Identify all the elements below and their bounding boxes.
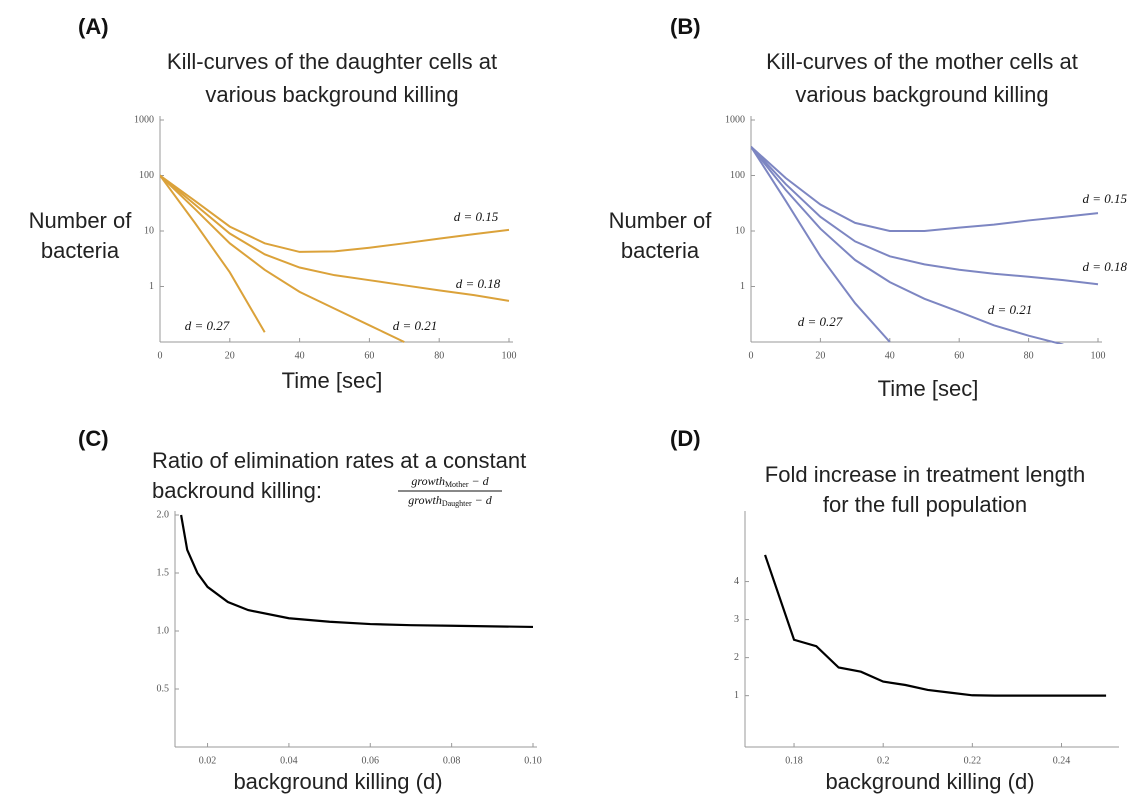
y-tick-label: 1000: [725, 114, 745, 125]
x-tick-label: 0: [158, 350, 163, 361]
series-line: [764, 554, 1107, 697]
x-tick-label: 100: [1091, 350, 1106, 361]
y-tick-label: 1: [740, 281, 745, 292]
panel-label: (B): [670, 14, 701, 39]
series-line: [160, 174, 266, 333]
series-label: d = 0.18: [456, 276, 501, 291]
chart-title: Kill-curves of the daughter cells at: [167, 49, 497, 74]
series-label: d = 0.27: [185, 318, 230, 333]
series-line: [751, 146, 891, 343]
x-axis-label: background killing (d): [825, 769, 1034, 794]
chart-title: various background killing: [205, 82, 458, 107]
series-line: [160, 174, 510, 302]
x-tick-label: 80: [434, 350, 444, 361]
x-tick-label: 40: [295, 350, 305, 361]
formula-sub: Mother: [445, 480, 469, 489]
series-label: d = 0.27: [798, 314, 843, 329]
formula-sub: Daughter: [442, 499, 472, 508]
chart-title: backround killing:: [152, 478, 322, 503]
x-tick-label: 60: [364, 350, 374, 361]
y-tick-label: 10: [144, 225, 154, 236]
series-label: d = 0.21: [393, 318, 438, 333]
y-axis-label: bacteria: [621, 238, 700, 263]
y-tick-label: 1000: [134, 114, 154, 125]
panel-label: (A): [78, 14, 109, 39]
x-tick-label: 100: [502, 350, 517, 361]
x-tick-label: 0.04: [280, 755, 298, 766]
x-axis-label: Time [sec]: [878, 376, 979, 401]
formula-base: growth: [408, 493, 442, 507]
x-tick-label: 0.10: [524, 755, 542, 766]
series-label: d = 0.15: [454, 209, 499, 224]
chart-title: various background killing: [795, 82, 1048, 107]
x-tick-label: 0: [749, 350, 754, 361]
y-tick-label: 2.0: [157, 509, 170, 520]
series-line: [751, 146, 1099, 286]
series-line: [751, 145, 1099, 232]
x-tick-label: 20: [815, 350, 825, 361]
series-label: d = 0.15: [1082, 191, 1127, 206]
series-line: [751, 146, 1064, 344]
x-tick-label: 0.22: [964, 755, 982, 766]
x-tick-label: 0.24: [1053, 755, 1071, 766]
chart-title: Ratio of elimination rates at a constant: [152, 448, 526, 473]
y-tick-label: 4: [734, 576, 739, 587]
formula-rest: − d: [469, 474, 490, 488]
y-tick-label: 1: [734, 690, 739, 701]
chart-title: for the full population: [823, 492, 1027, 517]
panel-label: (D): [670, 426, 701, 451]
series-line: [160, 174, 510, 253]
x-tick-label: 20: [225, 350, 235, 361]
x-tick-label: 0.18: [785, 755, 803, 766]
y-axis-label: Number of: [609, 208, 713, 233]
y-axis-label: bacteria: [41, 238, 120, 263]
y-tick-label: 3: [734, 614, 739, 625]
y-tick-label: 1: [149, 281, 154, 292]
panel-label: (C): [78, 426, 109, 451]
x-tick-label: 60: [954, 350, 964, 361]
series-label: d = 0.18: [1082, 259, 1127, 274]
x-tick-label: 0.02: [199, 755, 217, 766]
y-axis-label: Number of: [29, 208, 133, 233]
y-tick-label: 0.5: [157, 683, 170, 694]
y-tick-label: 10: [735, 225, 745, 236]
x-tick-label: 0.2: [877, 755, 890, 766]
x-axis-label: background killing (d): [233, 769, 442, 794]
formula-base: growth: [411, 474, 445, 488]
x-tick-label: 0.06: [362, 755, 380, 766]
x-tick-label: 0.08: [443, 755, 461, 766]
formula-rest: − d: [472, 493, 493, 507]
x-tick-label: 80: [1024, 350, 1034, 361]
y-tick-label: 100: [730, 170, 745, 181]
y-tick-label: 1.5: [157, 567, 170, 578]
x-axis-label: Time [sec]: [282, 368, 383, 393]
y-tick-label: 100: [139, 170, 154, 181]
y-tick-label: 2: [734, 652, 739, 663]
y-tick-label: 1.0: [157, 625, 170, 636]
chart-title: Fold increase in treatment length: [765, 462, 1085, 487]
formula-denominator: growthDaughter − d: [408, 493, 492, 508]
series-line: [180, 514, 534, 629]
series-label: d = 0.21: [988, 302, 1033, 317]
x-tick-label: 40: [885, 350, 895, 361]
formula-numerator: growthMother − d: [411, 474, 489, 489]
chart-title: Kill-curves of the mother cells at: [766, 49, 1078, 74]
series-line: [160, 174, 405, 343]
